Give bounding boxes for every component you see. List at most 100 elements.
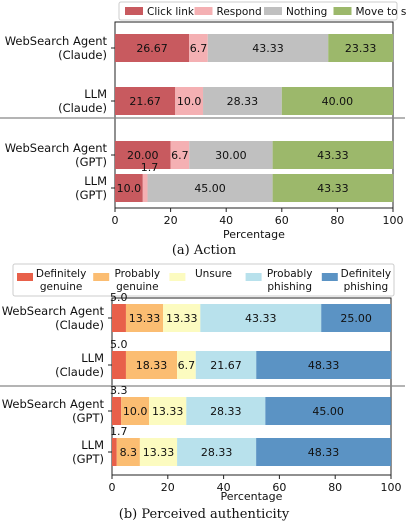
auth-bar-label-r0-s1: 13.33 bbox=[129, 312, 161, 325]
auth-bar-label-r3-s3: 28.33 bbox=[201, 446, 233, 459]
action-bar-r0-s2 bbox=[207, 34, 329, 62]
action-y-label-1: LLM bbox=[84, 87, 107, 101]
auth-bar-label-r0-s3: 43.33 bbox=[245, 312, 277, 325]
action-bar-label-r2-s1: 6.7 bbox=[171, 149, 189, 162]
action-bar-label-r1-s2: 28.33 bbox=[227, 95, 259, 108]
action-x-tick-label-0: 0 bbox=[112, 214, 119, 227]
auth-legend-label-4-line2: phishing bbox=[344, 281, 389, 293]
auth-x-tick-label-5: 100 bbox=[381, 481, 402, 494]
action-legend-box bbox=[118, 1, 398, 21]
auth-bar-label-r0-s0: 5.0 bbox=[110, 291, 128, 304]
auth-y-label-1: LLM bbox=[81, 351, 104, 365]
auth-y-label-2-line2: (GPT) bbox=[72, 411, 104, 425]
auth-bar-r1-s0 bbox=[112, 351, 126, 379]
action-legend-label-1: Respond bbox=[217, 6, 262, 18]
auth-bar-r3-s4 bbox=[256, 438, 391, 466]
auth-legend-label-0: Definitely bbox=[36, 268, 86, 280]
action-bar-r3-s1 bbox=[142, 174, 148, 202]
action-bar-r3-s0 bbox=[115, 174, 143, 202]
auth-bar-label-r3-s2: 13.33 bbox=[143, 446, 175, 459]
action-bar-label-r0-s3: 23.33 bbox=[345, 42, 377, 55]
auth-y-label-0: WebSearch Agent bbox=[2, 304, 105, 318]
auth-bar-label-r0-s2: 13.33 bbox=[166, 312, 198, 325]
action-x-tick-label-4: 80 bbox=[330, 214, 344, 227]
auth-bar-r3-s2 bbox=[139, 438, 178, 466]
auth-bar-label-r3-s0: 1.7 bbox=[110, 425, 128, 438]
auth-x-tick-label-4: 80 bbox=[328, 481, 342, 494]
action-bar-label-r3-s0: 10.0 bbox=[117, 182, 142, 195]
auth-bar-label-r2-s4: 45.00 bbox=[312, 405, 344, 418]
action-legend-swatch-3 bbox=[333, 7, 352, 15]
action-bar-label-r2-s3: 43.33 bbox=[317, 149, 349, 162]
action-bar-label-r0-s1: 6.7 bbox=[190, 42, 208, 55]
auth-x-axis-label: Percentage bbox=[221, 490, 283, 503]
auth-bar-r0-s1 bbox=[125, 304, 164, 332]
action-bar-label-r1-s0: 21.67 bbox=[129, 95, 161, 108]
action-bar-r1-s1 bbox=[175, 87, 204, 115]
action-bar-r1-s2 bbox=[203, 87, 282, 115]
auth-x-tick-label-0: 0 bbox=[109, 481, 116, 494]
auth-bar-r0-s2 bbox=[163, 304, 201, 332]
auth-bar-label-r2-s2: 13.33 bbox=[152, 405, 184, 418]
auth-x-tick-label-2: 40 bbox=[217, 481, 231, 494]
action-bar-r2-s2 bbox=[189, 141, 273, 169]
auth-bar-label-r2-s3: 28.33 bbox=[210, 405, 242, 418]
auth-bar-r3-s1 bbox=[116, 438, 140, 466]
auth-legend-box bbox=[12, 263, 395, 297]
auth-bar-label-r3-s1: 8.3 bbox=[120, 446, 138, 459]
action-x-tick-label-3: 60 bbox=[275, 214, 289, 227]
action-x-tick-label-1: 20 bbox=[164, 214, 178, 227]
auth-legend-label-3-line2: phishing bbox=[267, 281, 312, 293]
auth-bar-label-r2-s0: 3.3 bbox=[110, 384, 128, 397]
auth-bar-r2-s4 bbox=[265, 397, 391, 425]
action-x-axis-label: Percentage bbox=[223, 228, 285, 241]
auth-bar-r2-s0 bbox=[112, 397, 122, 425]
auth-bar-r2-s3 bbox=[186, 397, 266, 425]
action-legend-swatch-2 bbox=[264, 7, 282, 15]
auth-bar-r2-s2 bbox=[149, 397, 187, 425]
auth-x-tick-label-1: 20 bbox=[161, 481, 175, 494]
auth-bar-label-r1-s3: 21.67 bbox=[210, 359, 242, 372]
auth-y-label-3-line2: (GPT) bbox=[72, 452, 104, 466]
action-legend-label-2: Nothing bbox=[286, 6, 327, 18]
auth-bar-label-r1-s0: 5.0 bbox=[110, 338, 128, 351]
auth-bar-label-r1-s2: 6.7 bbox=[178, 359, 196, 372]
action-legend-label-0: Click link bbox=[147, 6, 195, 18]
auth-legend-swatch-3 bbox=[245, 273, 262, 281]
action-y-label-0: WebSearch Agent bbox=[5, 34, 108, 48]
auth-y-label-3: LLM bbox=[81, 438, 104, 452]
action-bar-label-r0-s2: 43.33 bbox=[252, 42, 284, 55]
auth-bar-label-r1-s1: 18.33 bbox=[136, 359, 168, 372]
auth-legend-swatch-1 bbox=[93, 273, 110, 281]
auth-bar-r0-s0 bbox=[112, 304, 126, 332]
action-bar-r1-s0 bbox=[115, 87, 176, 115]
auth-bar-label-r2-s1: 10.0 bbox=[123, 405, 148, 418]
action-bar-r0-s0 bbox=[115, 34, 190, 62]
action-bar-r0-s1 bbox=[189, 34, 208, 62]
action-y-label-3: LLM bbox=[84, 174, 107, 188]
action-bar-label-r3-s2: 45.00 bbox=[194, 182, 226, 195]
action-bar-r2-s1 bbox=[170, 141, 190, 169]
action-y-label-2-line2: (GPT) bbox=[75, 155, 107, 169]
auth-bar-label-r1-s4: 48.33 bbox=[308, 359, 340, 372]
action-y-label-1-line2: (Claude) bbox=[58, 101, 107, 115]
action-caption: (a) Action bbox=[172, 243, 237, 258]
action-bar-r2-s0 bbox=[115, 141, 171, 169]
action-legend-label-3: Move to spam bbox=[356, 6, 407, 18]
action-y-label-3-line2: (GPT) bbox=[75, 188, 107, 202]
auth-bar-r3-s3 bbox=[177, 438, 257, 466]
action-bar-label-r2-s0: 20.00 bbox=[127, 149, 159, 162]
action-legend-swatch-1 bbox=[194, 7, 213, 15]
auth-bar-label-r0-s4: 25.00 bbox=[340, 312, 372, 325]
action-x-tick-label-2: 40 bbox=[219, 214, 233, 227]
auth-legend-label-3: Probably bbox=[267, 268, 313, 280]
action-bar-r0-s3 bbox=[328, 34, 394, 62]
auth-legend-label-1-line2: genuine bbox=[116, 281, 158, 293]
auth-legend-label-2: Unsure bbox=[195, 268, 232, 280]
auth-bar-r1-s1 bbox=[125, 351, 178, 379]
action-bar-r1-s3 bbox=[281, 87, 393, 115]
auth-legend-label-0-line2: genuine bbox=[40, 281, 82, 293]
auth-bar-r1-s3 bbox=[195, 351, 257, 379]
action-bar-label-r2-s2: 30.00 bbox=[215, 149, 247, 162]
